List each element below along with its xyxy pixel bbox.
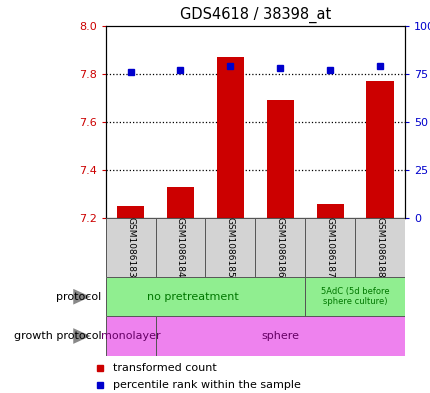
Text: growth protocol: growth protocol: [14, 331, 101, 341]
Bar: [255, 218, 304, 277]
Bar: [117, 206, 144, 218]
Bar: [266, 100, 293, 218]
Text: protocol: protocol: [56, 292, 101, 302]
Bar: [105, 277, 304, 316]
Bar: [155, 316, 404, 356]
Polygon shape: [73, 289, 90, 305]
Bar: [166, 187, 194, 218]
Text: monolayer: monolayer: [101, 331, 160, 341]
Text: GSM1086183: GSM1086183: [126, 217, 135, 278]
Bar: [105, 218, 155, 277]
Bar: [105, 316, 155, 356]
Text: GSM1086187: GSM1086187: [325, 217, 334, 278]
Bar: [216, 57, 243, 218]
Bar: [304, 277, 404, 316]
Text: no pretreatment: no pretreatment: [147, 292, 238, 302]
Bar: [304, 218, 354, 277]
Text: percentile rank within the sample: percentile rank within the sample: [113, 380, 300, 390]
Text: GSM1086185: GSM1086185: [225, 217, 234, 278]
Polygon shape: [73, 328, 90, 344]
Text: transformed count: transformed count: [113, 362, 216, 373]
Bar: [366, 81, 393, 218]
Text: sphere: sphere: [261, 331, 299, 341]
Bar: [155, 218, 205, 277]
Bar: [205, 218, 255, 277]
Text: GSM1086184: GSM1086184: [175, 217, 184, 278]
Bar: [316, 204, 343, 218]
Title: GDS4618 / 38398_at: GDS4618 / 38398_at: [179, 7, 330, 23]
Text: 5AdC (5d before
sphere culture): 5AdC (5d before sphere culture): [320, 287, 389, 307]
Bar: [354, 218, 404, 277]
Text: GSM1086188: GSM1086188: [375, 217, 384, 278]
Text: GSM1086186: GSM1086186: [275, 217, 284, 278]
